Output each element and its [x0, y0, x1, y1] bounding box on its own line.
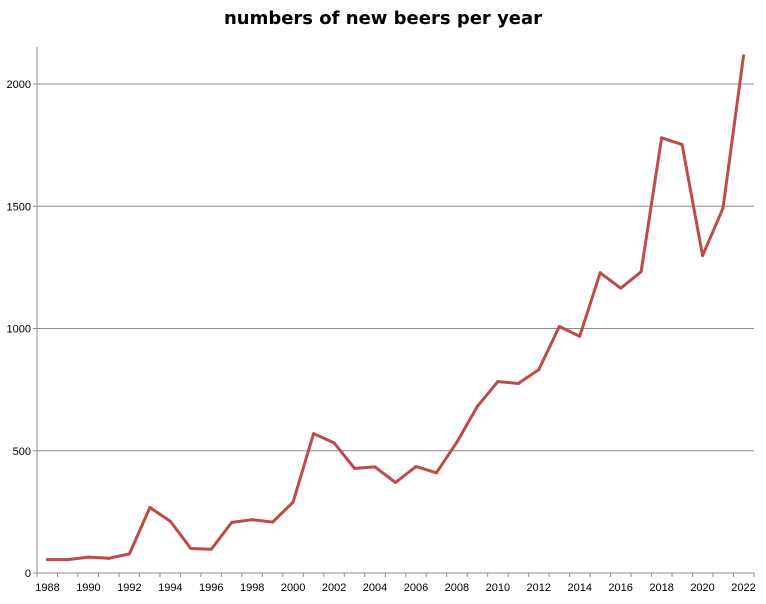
x-tick-label: 2002 [322, 582, 346, 594]
x-tick-label: 2014 [567, 582, 591, 594]
data-point [721, 206, 725, 210]
data-point [434, 471, 438, 475]
data-point [557, 325, 561, 329]
data-point [742, 54, 745, 58]
y-tick-label: 1000 [7, 324, 31, 336]
data-point [353, 466, 357, 470]
x-tick-label: 2016 [608, 582, 632, 594]
x-tick-label: 1996 [199, 582, 223, 594]
data-point [66, 558, 70, 562]
x-tick-label: 2006 [404, 582, 428, 594]
data-point [639, 270, 643, 274]
data-point [86, 555, 90, 559]
chart-title: numbers of new beers per year [223, 8, 543, 29]
y-tick-label: 500 [13, 446, 31, 458]
x-tick-label: 2004 [363, 582, 387, 594]
x-tick-label: 2022 [731, 582, 755, 594]
x-tick-label: 2020 [690, 582, 714, 594]
data-point [230, 520, 234, 524]
y-tick-label: 2000 [7, 79, 31, 91]
gridlines [37, 83, 754, 452]
axes [33, 47, 755, 577]
x-tick-label: 1992 [117, 582, 141, 594]
x-tick-label: 1990 [76, 582, 100, 594]
y-tick-label: 1500 [7, 201, 31, 213]
data-point [680, 143, 684, 147]
data-point [537, 368, 541, 372]
data-point [660, 136, 664, 140]
data-point [414, 465, 418, 469]
data-point [127, 552, 131, 556]
data-point [209, 547, 213, 551]
data-point [148, 505, 152, 509]
series-line [46, 54, 745, 562]
y-tick-label: 0 [25, 568, 31, 580]
x-tick-label: 1998 [240, 582, 264, 594]
tick-labels: 0 500 1000 1500 2000 1988 1990 1992 1994 1996 1998… [7, 79, 756, 594]
data-point [271, 520, 275, 524]
data-point [455, 440, 459, 444]
data-point [189, 547, 193, 551]
data-point [107, 556, 111, 560]
data-point [394, 481, 397, 485]
data-point [332, 441, 336, 445]
x-tick-label: 2010 [486, 582, 510, 594]
data-point [598, 271, 602, 275]
data-point [312, 432, 316, 436]
data-point [701, 254, 705, 258]
data-point [291, 500, 295, 504]
data-point [496, 380, 500, 384]
data-point [475, 404, 479, 408]
data-point [168, 519, 172, 523]
x-tick-label: 2012 [527, 582, 551, 594]
data-point [516, 382, 520, 386]
data-point [373, 465, 377, 469]
series-layer [46, 54, 745, 562]
x-tick-label: 1994 [158, 582, 182, 594]
x-tick-label: 1988 [35, 582, 59, 594]
data-point [578, 334, 582, 338]
x-tick-label: 2008 [445, 582, 469, 594]
data-point [46, 558, 49, 562]
data-point [250, 518, 254, 522]
data-point [619, 286, 623, 290]
x-tick-label: 2000 [281, 582, 305, 594]
x-tick-label: 2018 [649, 582, 673, 594]
